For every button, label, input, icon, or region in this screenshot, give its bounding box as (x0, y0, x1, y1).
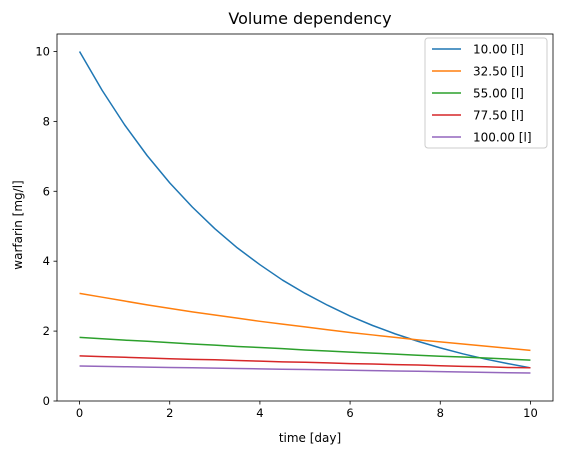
x-tick-label: 6 (346, 406, 353, 420)
y-tick-label: 10 (35, 44, 50, 58)
chart-title: Volume dependency (228, 9, 391, 28)
plot-frame (56, 33, 554, 402)
series-line-4 (79, 355, 531, 369)
x-axis-label: time [day] (279, 431, 341, 445)
x-tick-label: 2 (166, 406, 173, 420)
y-axis-ticks: 0 2 4 6 8 10 (35, 44, 57, 408)
x-axis-ticks: 0 2 4 6 8 10 (76, 401, 538, 420)
x-tick-label: 4 (256, 406, 263, 420)
x-tick-label: 8 (437, 406, 444, 420)
series-line-3 (79, 336, 531, 361)
y-axis-label: warfarin [mg/l] (11, 180, 25, 269)
legend-entry-label: 10.00 [l] (473, 43, 524, 57)
series-line-5 (79, 365, 531, 374)
series-line-1 (78, 51, 531, 369)
legend-entry-label: 77.50 [l] (473, 109, 524, 123)
series-line-2 (79, 292, 531, 352)
legend-entry-label: 55.00 [l] (473, 87, 524, 101)
legend: 10.00 [l] 32.50 [l] 55.00 [l] 77.50 [l] 100.… (424, 37, 548, 149)
x-tick-label: 10 (523, 406, 538, 420)
legend-entry-label: 32.50 [l] (473, 65, 524, 79)
plot-area (56, 33, 554, 402)
y-tick-label: 8 (43, 114, 50, 128)
legend-entry-label: 100.00 [l] (473, 131, 532, 145)
y-tick-label: 2 (43, 324, 50, 338)
y-tick-label: 4 (43, 254, 50, 268)
y-tick-label: 0 (43, 394, 50, 408)
legend-box (424, 37, 548, 149)
x-tick-label: 0 (76, 406, 83, 420)
y-tick-label: 6 (43, 184, 50, 198)
